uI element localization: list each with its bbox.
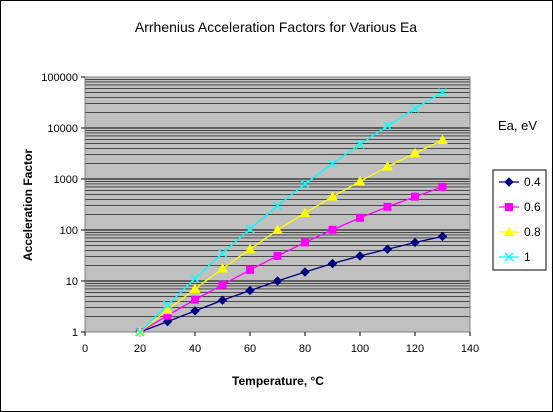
data-point (382, 244, 393, 254)
legend-marker (503, 226, 515, 236)
x-tick-label: 40 (189, 343, 201, 355)
legend-box (492, 169, 547, 271)
data-point (245, 224, 255, 234)
x-tick-label: 120 (406, 343, 424, 355)
data-point (299, 207, 311, 218)
data-point (301, 238, 309, 247)
data-point (437, 87, 448, 97)
y-tick-label: 10 (66, 276, 78, 288)
chart-title: Arrhenius Acceleration Factors for Vario… (135, 19, 417, 35)
data-point (383, 202, 392, 211)
data-point (272, 224, 283, 234)
data-point (355, 251, 365, 261)
data-point (354, 175, 366, 186)
data-point (217, 295, 228, 305)
data-point (382, 121, 393, 131)
series-line-0_6 (139, 186, 443, 333)
plot-area: 1 10 100 1000 10000 100000 0 20 40 60 80 100 120 140 (41, 72, 479, 355)
data-point (135, 327, 145, 337)
data-point (300, 267, 310, 277)
plot-background (85, 77, 470, 332)
data-point (437, 231, 448, 242)
data-point (246, 265, 254, 274)
x-tick-label: 60 (244, 343, 256, 355)
data-point (272, 276, 283, 286)
legend: 0.4 0.6 0.8 1 (492, 169, 547, 271)
plot-border (84, 76, 471, 333)
data-point (272, 201, 283, 211)
x-tick-label: 100 (351, 343, 369, 355)
data-point (410, 237, 420, 248)
data-point (217, 248, 228, 258)
data-point (191, 295, 199, 304)
legend-marker (504, 177, 514, 187)
data-point (327, 191, 338, 201)
data-point (190, 306, 200, 316)
x-tick-label: 140 (461, 343, 479, 355)
data-point (245, 285, 255, 296)
data-point (328, 225, 337, 234)
x-tick-label: 0 (82, 343, 88, 355)
data-point (273, 251, 282, 260)
data-point (437, 134, 448, 145)
y-tick-label: 100 (60, 225, 78, 237)
data-point (356, 213, 364, 222)
x-tick-label: 80 (299, 343, 311, 355)
data-point (162, 304, 173, 315)
data-point (217, 263, 228, 273)
y-tick-label: 10000 (47, 123, 78, 135)
data-point (162, 300, 173, 310)
y-tick-label: 100000 (41, 72, 78, 84)
data-point (382, 161, 393, 171)
data-point (190, 273, 200, 284)
data-point (244, 243, 256, 254)
data-point (218, 280, 227, 289)
data-point (355, 139, 365, 149)
legend-label: 0.6 (524, 200, 541, 214)
x-axis-label: Temperature, °C (232, 374, 324, 388)
data-point (410, 104, 420, 114)
legend-label: 1 (524, 250, 531, 264)
legend-marker (504, 252, 514, 262)
data-point (411, 192, 419, 201)
legend-label: 0.4 (524, 175, 541, 189)
data-point (162, 316, 173, 327)
data-point (327, 258, 338, 269)
legend-label: 0.8 (524, 225, 541, 239)
data-point (438, 182, 447, 191)
series-line-1 (139, 91, 443, 333)
legend-marker (505, 203, 513, 211)
y-tick-label: 1000 (54, 174, 78, 186)
series-line-0_4 (139, 235, 443, 333)
x-tick-label: 20 (134, 343, 146, 355)
data-point (189, 283, 201, 293)
data-point (300, 179, 310, 189)
data-point (409, 147, 421, 158)
data-point (327, 159, 338, 169)
legend-title: Ea, eV (498, 118, 537, 133)
y-tick-label: 1 (72, 327, 78, 339)
y-axis-label: Acceleration Factor (21, 149, 35, 261)
